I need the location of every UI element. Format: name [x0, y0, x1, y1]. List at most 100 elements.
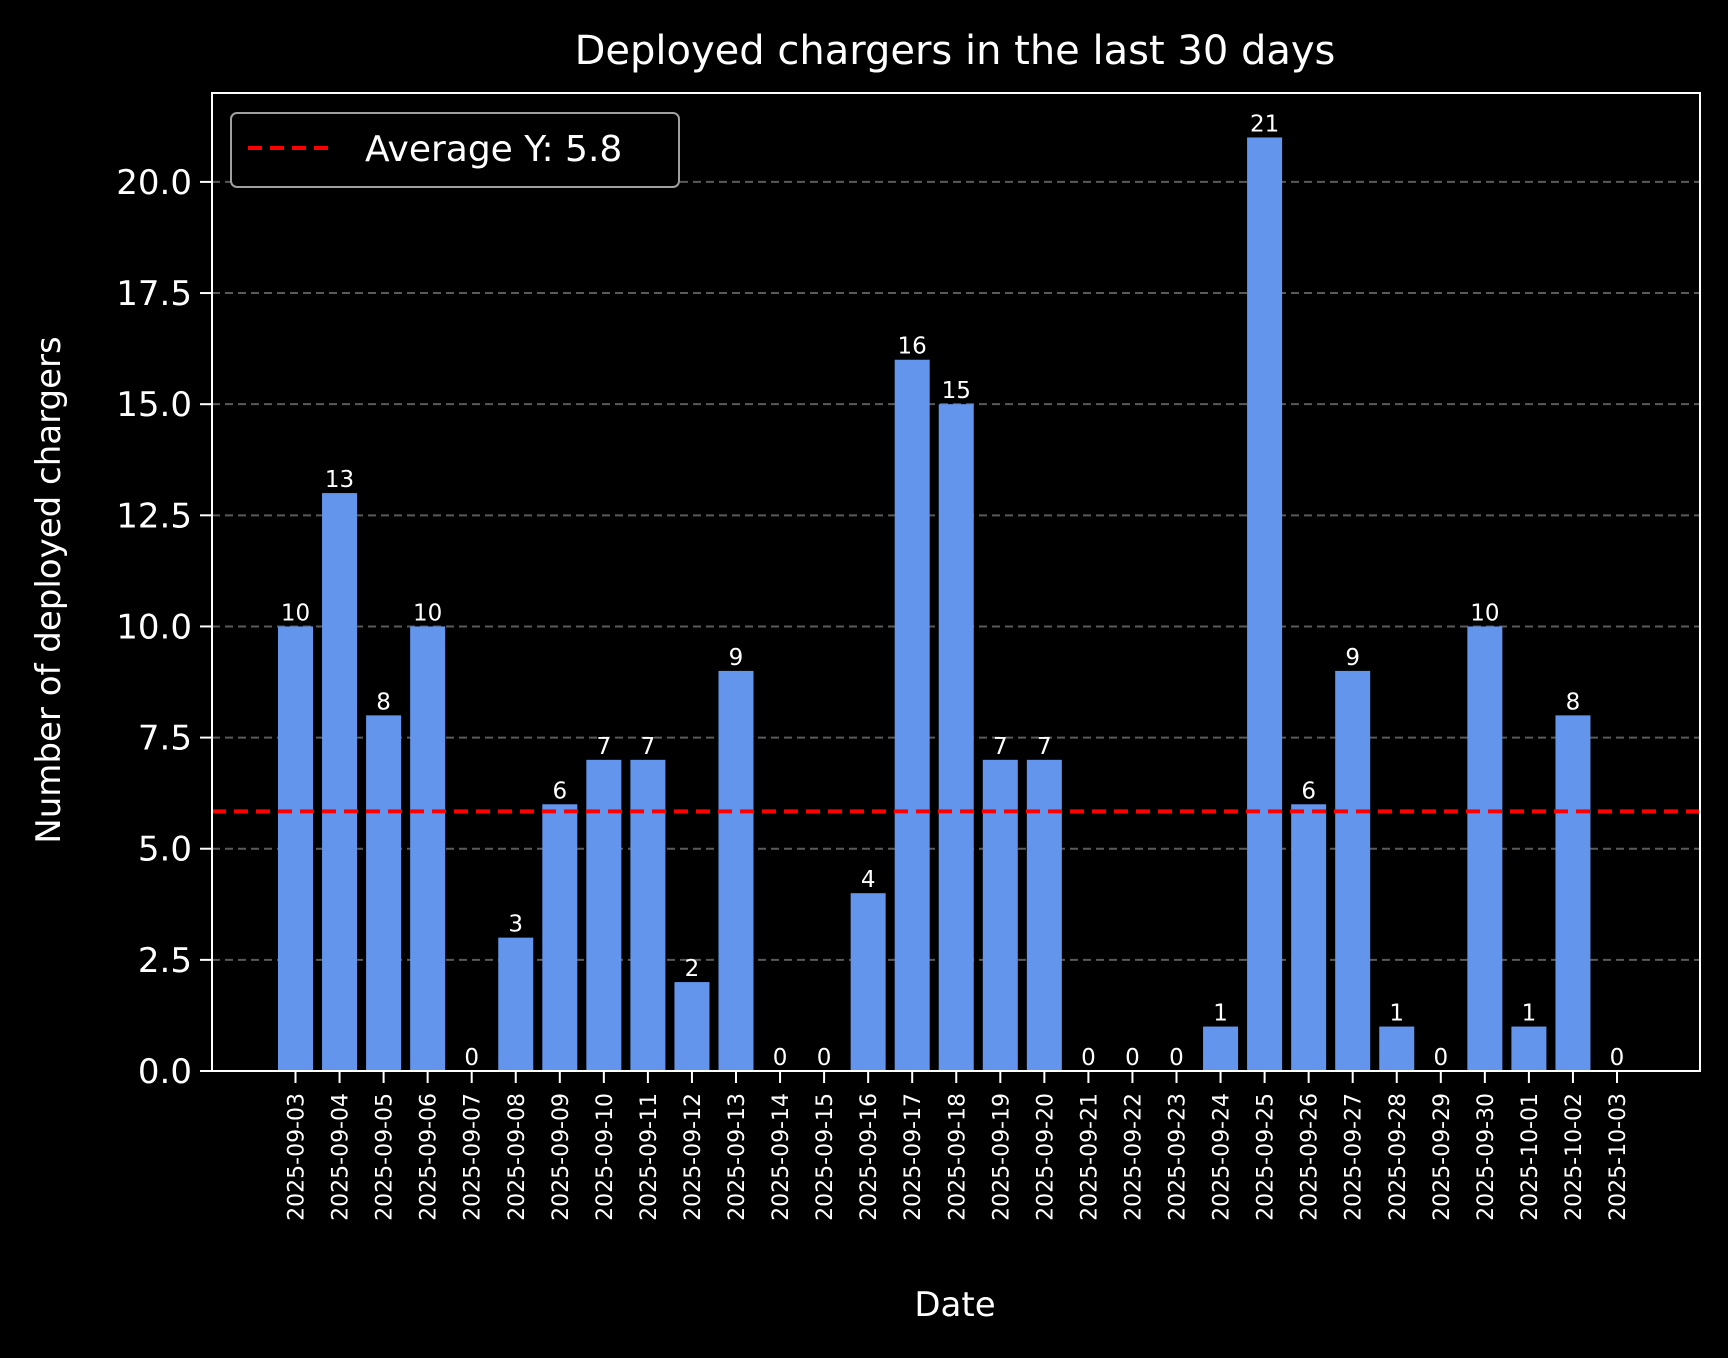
x-tick-label: 2025-09-09	[549, 1093, 574, 1221]
x-tick-label: 2025-09-14	[769, 1093, 794, 1221]
bar-value-label: 0	[1610, 1045, 1625, 1071]
x-tick-label: 2025-09-30	[1474, 1093, 1499, 1221]
bar-value-label: 1	[1213, 1001, 1228, 1027]
bar	[1247, 137, 1283, 1072]
bar-value-label: 0	[1125, 1045, 1140, 1071]
x-tick-label: 2025-09-03	[285, 1093, 310, 1221]
bar	[938, 404, 974, 1071]
bar-value-label: 0	[1169, 1045, 1184, 1071]
bar-value-label: 9	[1345, 645, 1360, 671]
bar-value-label: 15	[942, 378, 971, 404]
bar	[410, 626, 446, 1071]
x-tick-label: 2025-09-08	[505, 1093, 530, 1221]
bar	[366, 715, 402, 1071]
x-tick-label: 2025-09-23	[1166, 1093, 1191, 1221]
y-axis-label: Number of deployed chargers	[29, 336, 69, 843]
x-tick-label: 2025-09-17	[901, 1093, 926, 1221]
x-tick-label: 2025-10-01	[1518, 1093, 1543, 1221]
y-tick-label: 0.0	[138, 1052, 192, 1092]
bar-value-label: 4	[861, 867, 876, 893]
legend-average-label: Average Y: 5.8	[365, 129, 622, 170]
bar	[894, 359, 930, 1071]
bar	[1203, 1026, 1239, 1071]
x-tick-label: 2025-09-20	[1033, 1093, 1058, 1221]
bar-value-label: 0	[464, 1045, 479, 1071]
bar	[1026, 759, 1062, 1071]
x-tick-label: 2025-09-07	[461, 1093, 486, 1221]
axes: 0.0 2.5 5.0 7.5 10.0 12.5 15.0 17.5 20.0 2025-09-…	[116, 92, 1701, 1221]
y-tick-label: 12.5	[116, 496, 192, 536]
bar	[1555, 715, 1591, 1071]
bar-value-label: 10	[1470, 600, 1499, 626]
bar	[718, 670, 754, 1071]
bar-value-label: 2	[685, 956, 700, 982]
bar-value-label: 7	[1037, 734, 1052, 760]
bars	[278, 137, 1591, 1072]
bar-value-label: 7	[993, 734, 1008, 760]
y-tick-label: 7.5	[138, 719, 192, 759]
x-tick-label: 2025-09-10	[593, 1093, 618, 1221]
y-tick-label: 15.0	[116, 385, 192, 425]
bar	[498, 937, 534, 1071]
bar	[586, 759, 622, 1071]
x-tick-label: 2025-09-18	[945, 1093, 970, 1221]
x-tick-label: 2025-09-24	[1210, 1093, 1235, 1221]
plot-frame	[211, 92, 1701, 1072]
bar	[322, 493, 358, 1071]
x-tick-label: 2025-09-05	[373, 1093, 398, 1221]
x-tick-label: 2025-09-27	[1342, 1093, 1367, 1221]
bar-value-label: 1	[1389, 1001, 1404, 1027]
legend-box	[230, 112, 680, 188]
bar	[1467, 626, 1503, 1071]
bar-value-label: 0	[817, 1045, 832, 1071]
x-tick-label: 2025-09-04	[329, 1093, 354, 1221]
legend: Average Y: 5.8	[230, 112, 680, 188]
x-axis-label: Date	[914, 1285, 995, 1325]
bar	[674, 982, 710, 1071]
bar-value-label: 16	[898, 334, 927, 360]
x-tick-label: 2025-09-13	[725, 1093, 750, 1221]
bar-value-label: 0	[773, 1045, 788, 1071]
y-tick-label: 17.5	[116, 274, 192, 314]
x-tick-label: 2025-09-11	[637, 1093, 662, 1221]
x-tick-label: 2025-10-03	[1606, 1093, 1631, 1221]
bar	[1511, 1026, 1547, 1071]
bar-value-label: 1	[1522, 1001, 1537, 1027]
bar-value-label: 10	[413, 600, 442, 626]
bar-value-label: 0	[1081, 1045, 1096, 1071]
x-tick-label: 2025-09-26	[1298, 1093, 1323, 1221]
bar-value-label: 9	[729, 645, 744, 671]
bar-value-label: 6	[1301, 778, 1316, 804]
bar	[1291, 804, 1327, 1071]
bar-value-label: 6	[552, 778, 567, 804]
bar-value-label: 3	[508, 912, 523, 938]
bar	[278, 626, 313, 1071]
x-tick-label: 2025-09-16	[857, 1093, 882, 1221]
x-tick-label: 2025-09-25	[1254, 1093, 1279, 1221]
bar-value-label: 10	[281, 600, 310, 626]
bar-value-label: 7	[641, 734, 656, 760]
x-tick-label: 2025-09-22	[1121, 1093, 1146, 1221]
bar	[1379, 1026, 1415, 1071]
y-tick-label: 2.5	[138, 941, 192, 981]
x-tick-label: 2025-09-06	[417, 1093, 442, 1221]
bar-value-label: 21	[1250, 111, 1279, 137]
y-tick-label: 20.0	[116, 163, 192, 203]
x-tick-label: 2025-09-29	[1430, 1093, 1455, 1221]
x-tick-label: 2025-09-28	[1386, 1093, 1411, 1221]
x-tick-label: 2025-09-12	[681, 1093, 706, 1221]
x-tick-label: 2025-09-15	[813, 1093, 838, 1221]
bar-value-label: 8	[1566, 689, 1581, 715]
bar	[982, 759, 1018, 1071]
chart-title: Deployed chargers in the last 30 days	[575, 28, 1336, 74]
bar-value-label: 7	[597, 734, 612, 760]
bar	[630, 759, 666, 1071]
x-tick-label: 2025-09-21	[1077, 1093, 1102, 1221]
bar-value-label: 13	[325, 467, 354, 493]
bar-value-label: 8	[376, 689, 391, 715]
bar	[1335, 670, 1371, 1071]
bar	[542, 804, 578, 1071]
